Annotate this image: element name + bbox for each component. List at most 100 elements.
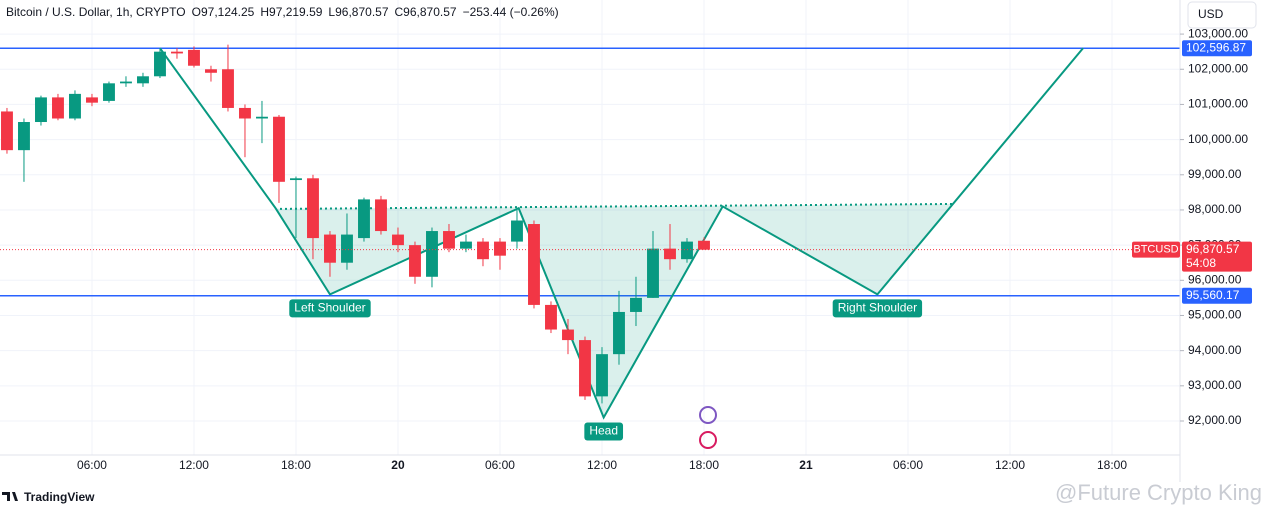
y-tick-label: 100,000.00 xyxy=(1188,132,1248,146)
currency[interactable]: USD xyxy=(1198,7,1224,21)
pattern-label-box xyxy=(584,422,624,441)
candle-body xyxy=(511,220,523,242)
candle-body xyxy=(103,83,115,101)
y-tick-label: 96,000.00 xyxy=(1188,272,1242,286)
candle-body xyxy=(392,234,404,246)
logo xyxy=(2,492,18,501)
candle-body xyxy=(494,241,506,256)
symbol-tag-box xyxy=(1132,241,1180,258)
symbol-tag: BTCUSD xyxy=(1133,244,1178,256)
pattern-line xyxy=(159,47,1084,420)
ohlc-key: C xyxy=(395,5,404,19)
candle-body xyxy=(443,231,455,249)
last-price-box xyxy=(1182,241,1252,272)
y-tick-label: 98,000.00 xyxy=(1188,202,1242,216)
x-tick-label: 18:00 xyxy=(1097,458,1127,472)
pattern-label-text: Left Shoulder xyxy=(294,301,365,315)
x-tick-label: 18:00 xyxy=(689,458,719,472)
price-label-box xyxy=(1182,287,1252,304)
candle-body xyxy=(375,199,387,232)
candle-body xyxy=(562,329,574,341)
candle-body xyxy=(256,116,268,119)
candle-body xyxy=(307,178,319,239)
pattern-label: Left Shoulder xyxy=(289,299,371,318)
candle-body xyxy=(154,51,166,77)
price-label-box xyxy=(1182,40,1252,57)
x-tick-label: 12:00 xyxy=(995,458,1025,472)
pattern-label-box xyxy=(832,299,923,318)
countdown: 54:08 xyxy=(1186,256,1216,270)
pattern-label-box xyxy=(289,299,371,318)
pattern-label: Head xyxy=(584,422,624,441)
header: Bitcoin / U.S. Dollar, 1h, CRYPTO O 97,12… xyxy=(6,5,559,19)
pattern-label-text: Head xyxy=(589,424,618,438)
candle-body xyxy=(273,116,285,182)
candle-body xyxy=(137,76,149,84)
candle-body xyxy=(205,69,217,73)
candle-body xyxy=(409,245,421,277)
event-icon[interactable] xyxy=(699,431,717,449)
symbol: Bitcoin / U.S. Dollar, 1h, CRYPTO xyxy=(6,5,186,19)
y-tick-label: 93,000.00 xyxy=(1188,378,1242,392)
pattern-label: Right Shoulder xyxy=(832,299,923,318)
y-tick-label: 92,000.00 xyxy=(1188,413,1242,427)
pattern-fill xyxy=(279,203,953,418)
neckline xyxy=(279,202,953,210)
candle-body xyxy=(171,51,183,54)
y-tick-label: 94,000.00 xyxy=(1188,343,1242,357)
plot xyxy=(0,0,1180,455)
candle-body xyxy=(426,231,438,277)
y-tick-label: 99,000.00 xyxy=(1188,167,1242,181)
x-tick-label: 06:00 xyxy=(77,458,107,472)
candle-body xyxy=(664,248,676,260)
brand: TradingView xyxy=(24,490,95,504)
candle-body xyxy=(69,93,81,119)
candle-body xyxy=(681,241,693,260)
candle-body xyxy=(1,111,13,151)
ohlc-value: 96,870.57 xyxy=(335,5,389,19)
ohlc-value: 96,870.57 xyxy=(403,5,457,19)
candle-body xyxy=(188,49,200,66)
candle-body xyxy=(35,97,47,123)
x-tick-label: 06:00 xyxy=(485,458,515,472)
ohlc-value: 97,219.59 xyxy=(269,5,323,19)
candle-body xyxy=(613,311,625,355)
candle-body xyxy=(528,224,540,305)
candle-body xyxy=(647,248,659,298)
watermark: @Future Crypto King xyxy=(1055,480,1262,505)
candle-body xyxy=(596,354,608,397)
change: −253.44 (−0.26%) xyxy=(463,5,559,19)
ohlc-value: 97,124.25 xyxy=(201,5,255,19)
y-tick-label: 103,000.00 xyxy=(1188,26,1248,40)
x-tick-label: 12:00 xyxy=(179,458,209,472)
price-label: 95,560.17 xyxy=(1186,288,1240,302)
candle-body xyxy=(120,81,132,84)
x-tick-label: 18:00 xyxy=(281,458,311,472)
x-tick-label: 12:00 xyxy=(587,458,617,472)
candle-body xyxy=(86,97,98,103)
pattern-label-text: Right Shoulder xyxy=(838,301,917,315)
candle-body xyxy=(324,234,336,263)
candle-body xyxy=(18,122,30,151)
y-tick-label: 95,000.00 xyxy=(1188,308,1242,322)
candle-body xyxy=(358,199,370,239)
candle-body xyxy=(698,240,710,250)
x-tick-label: 20 xyxy=(391,458,405,472)
ohlc-key: H xyxy=(260,5,269,19)
candle-body xyxy=(222,69,234,108)
currency-button[interactable] xyxy=(1187,1,1257,29)
x-tick-label: 21 xyxy=(799,458,813,472)
candle-body xyxy=(52,97,64,119)
event-icon[interactable] xyxy=(699,406,717,424)
candle-body xyxy=(290,178,302,181)
candle-body xyxy=(341,234,353,263)
candle-body xyxy=(239,107,251,119)
candle-body xyxy=(477,241,489,260)
candle-body xyxy=(630,297,642,312)
candle-body xyxy=(579,340,591,397)
y-tick-label: 102,000.00 xyxy=(1188,61,1248,75)
candle-body xyxy=(460,241,472,249)
ohlc-key: L xyxy=(328,5,335,19)
